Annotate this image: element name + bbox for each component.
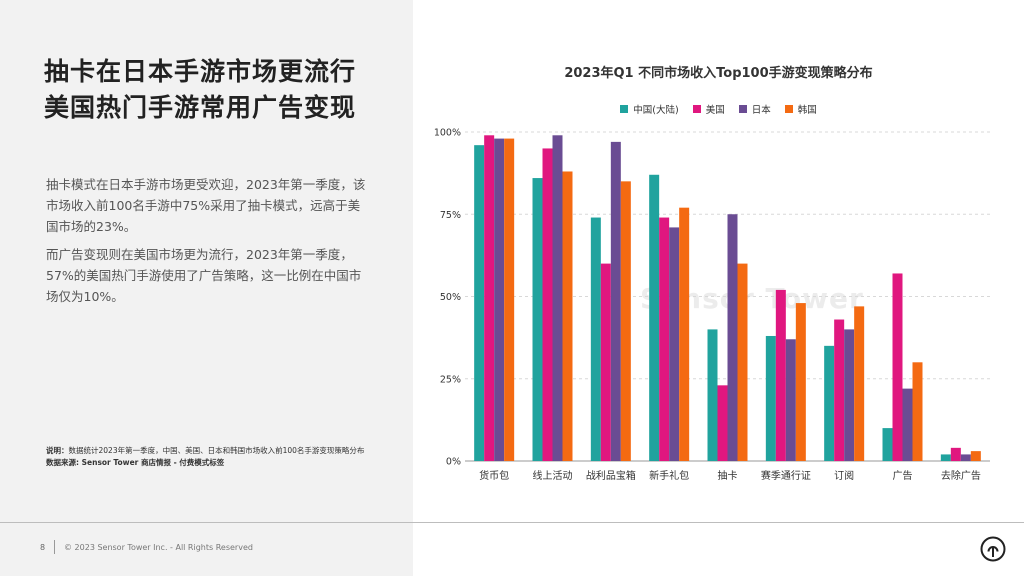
x-tick-label: 抽卡 [718,469,738,482]
page-number: 8 [40,543,46,552]
legend-label: 中国(大陆) [633,105,679,116]
y-tick-label: 25% [440,374,461,385]
paragraph-japan-gacha: 抽卡模式在日本手游市场更受欢迎，2023年第一季度，该市场收入前100名手游中7… [46,177,366,234]
bar [542,148,553,461]
bar [970,451,981,461]
bar [824,345,835,461]
bar [610,141,621,461]
note-text: 数据统计2023年第一季度，中国、美国、日本和韩国市场收入前100名手游变现策略… [68,446,365,455]
paragraph-us-ads: 而广告变现则在美国市场更为流行，2023年第一季度，57%的美国热门手游使用了广… [46,247,362,304]
bar [902,388,913,461]
bar [834,319,845,461]
bar [504,138,515,461]
y-tick-label: 75% [440,210,461,221]
bar [552,135,563,462]
legend-swatch [620,105,629,113]
legend-label: 日本 [751,105,771,116]
bar [590,217,601,461]
headline-line-1: 抽卡在日本手游市场更流行 [44,57,357,86]
legend-item-china: 中国(大陆) [620,102,679,116]
source-text: 数据来源: Sensor Tower 商店情报 - 付费模式标签 [46,458,225,467]
bar [765,335,776,461]
copyright: © 2023 Sensor Tower Inc. - All Rights Re… [64,543,253,552]
bar [649,174,660,461]
note-label: 说明： [46,446,69,455]
bar [484,135,495,462]
x-tick-label: 订阅 [834,469,854,482]
headline-line-2: 美国热门手游常用广告变现 [44,93,357,122]
x-tick-label: 新手礼包 [649,469,689,482]
sensor-tower-logo-icon [980,536,1006,562]
x-tick-label: 赛季通行证 [761,469,811,482]
bar [562,171,573,462]
bar [727,214,738,461]
x-tick-label: 线上活动 [533,469,573,482]
bar [737,263,748,461]
bar [960,454,971,461]
bar [892,273,903,461]
bar [474,145,485,461]
footer-separator [54,540,55,554]
bar [659,217,670,461]
notes: 说明：数据统计2023年第一季度，中国、美国、日本和韩国市场收入前100名手游变… [46,445,406,469]
legend-swatch [738,105,747,113]
headline: 抽卡在日本手游市场更流行 美国热门手游常用广告变现 [44,54,404,126]
legend-item-japan: 日本 [738,102,771,116]
y-tick-label: 100% [434,128,461,139]
bar [717,385,728,461]
bar [854,306,865,461]
bar [795,303,806,461]
footer-divider [0,522,1024,523]
bar [494,138,505,461]
x-tick-label: 广告 [893,469,913,482]
bar [679,207,690,461]
bar [844,329,855,461]
chart-title: 2023年Q1 不同市场收入Top100手游变现策略分布 [564,66,873,81]
bar [912,362,923,461]
bar [669,227,680,461]
bar [775,289,786,461]
chart-legend: 中国(大陆) 美国 日本 韩国 [413,102,1024,116]
legend-swatch [692,105,701,113]
y-tick-label: 0% [446,457,461,468]
y-tick-label: 50% [440,292,461,303]
legend-item-korea: 韩国 [784,102,817,116]
bar-chart: 0% 25% 50% 75% 100% 货币包 线上活动 战利品宝箱 新手礼包 抽卡 赛季通行证 订阅… [434,128,990,482]
x-tick-label: 货币包 [479,469,509,482]
legend-label: 美国 [705,105,725,116]
legend-label: 韩国 [797,105,817,116]
x-tick-label: 去除广告 [941,469,981,482]
bar [785,339,796,461]
legend-item-us: 美国 [692,102,725,116]
bar [707,329,718,461]
left-panel [0,0,413,576]
bar [950,447,961,461]
bar [600,263,611,461]
bar [882,428,893,461]
x-tick-label: 战利品宝箱 [586,469,636,482]
bar [940,454,951,461]
bar [532,178,543,461]
legend-swatch [784,105,793,113]
bar [620,181,631,461]
